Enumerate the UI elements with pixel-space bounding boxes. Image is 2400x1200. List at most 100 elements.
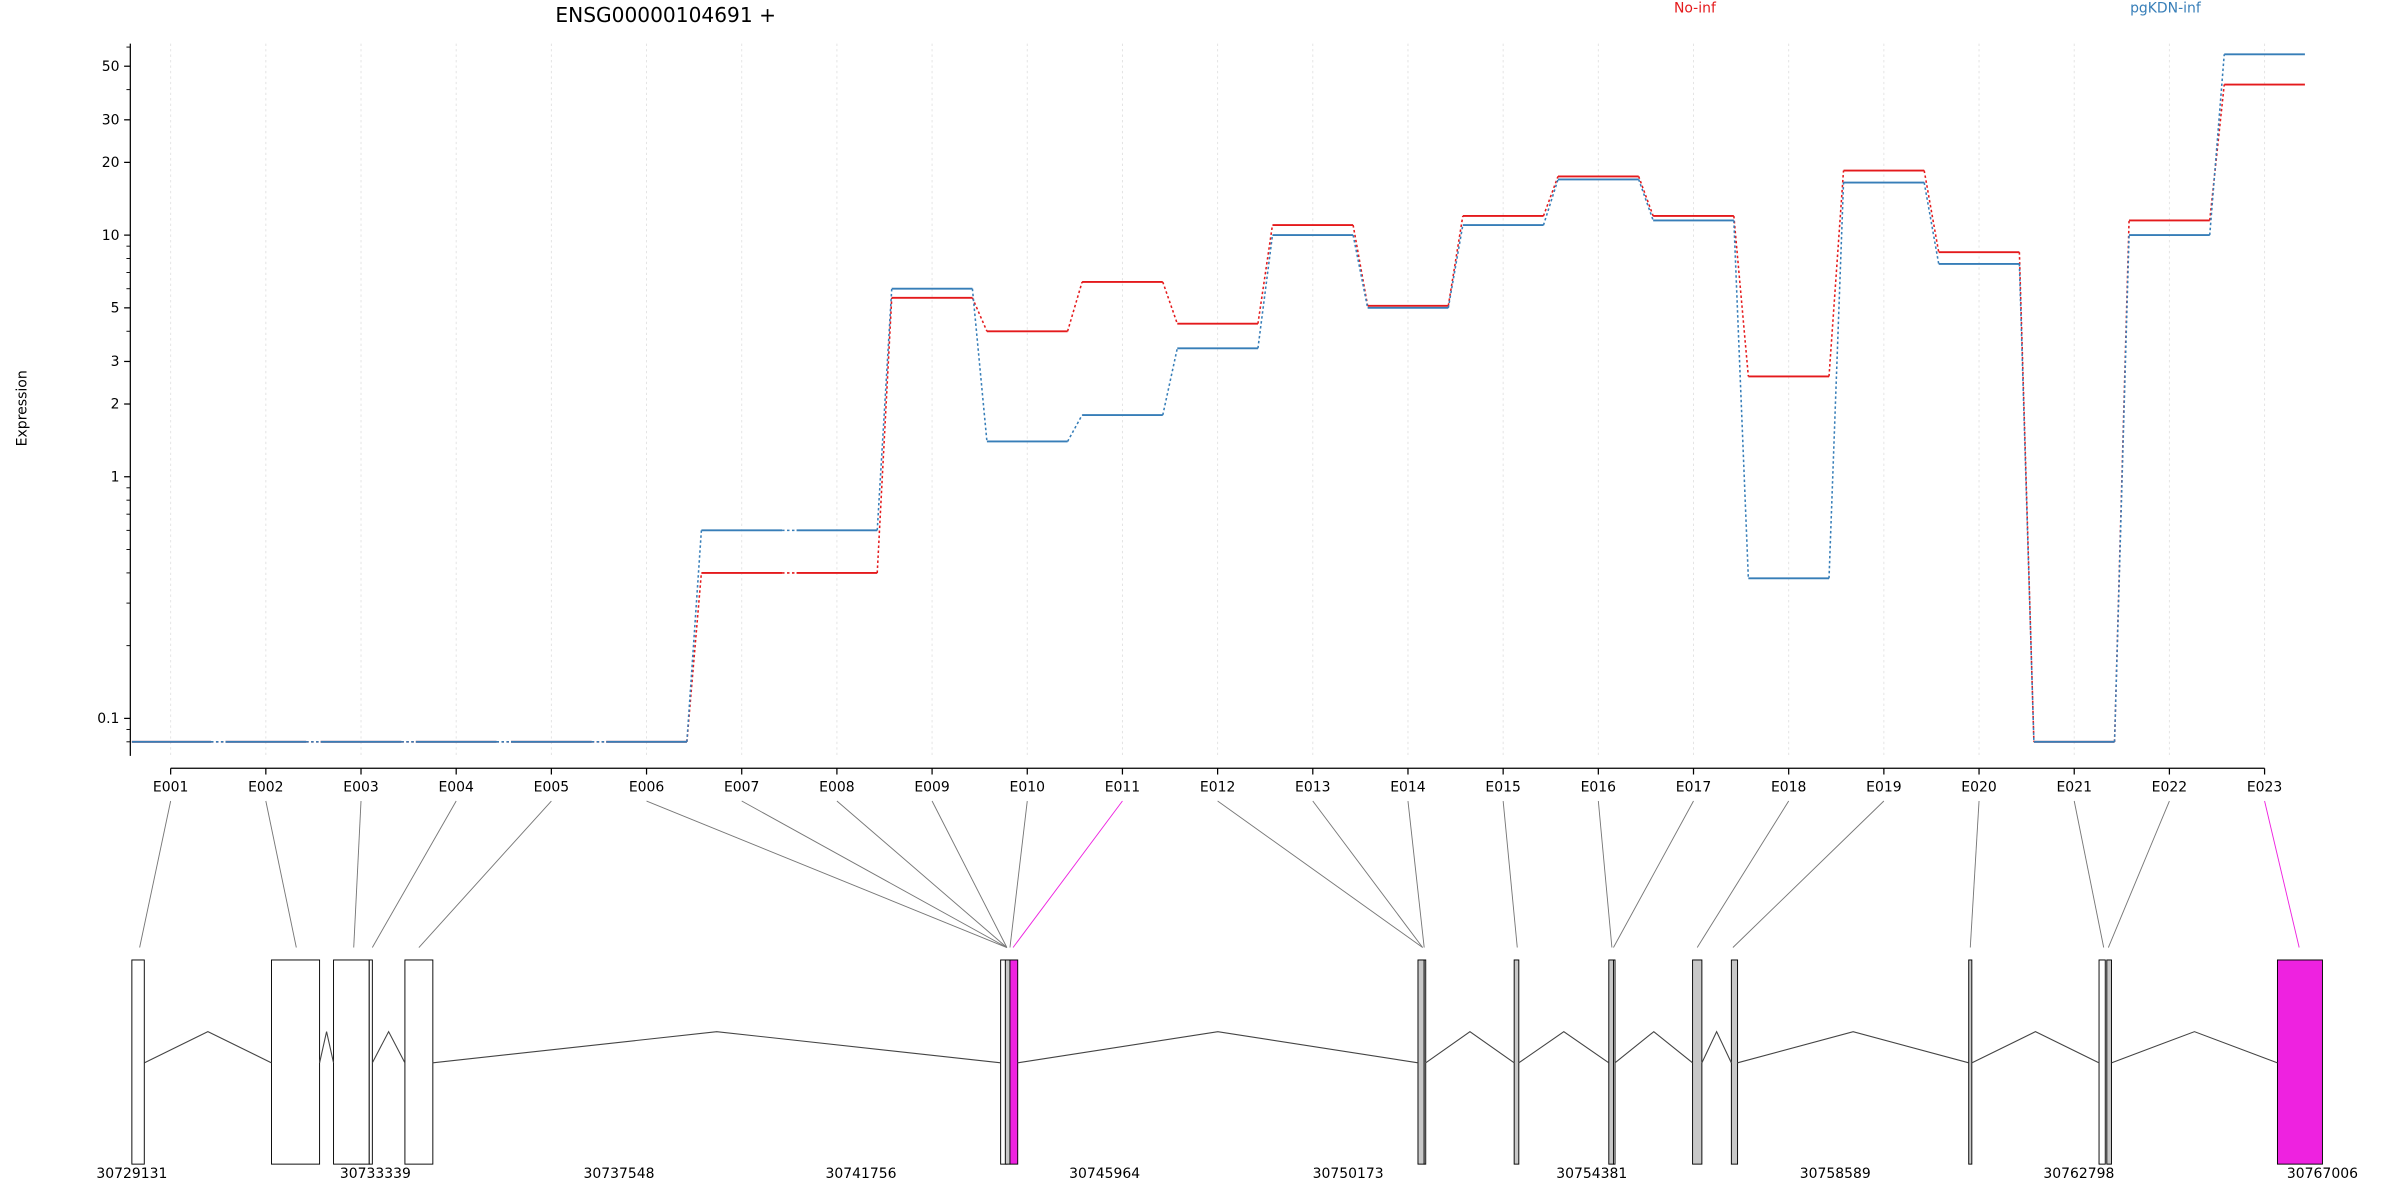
y-tick-label: 3 [111, 354, 120, 370]
exon-box [1608, 959, 1614, 1165]
exon-box [1612, 959, 1616, 1165]
x-tick-label-e003: E003 [343, 780, 378, 796]
coordinate-label: 30733339 [340, 1166, 411, 1182]
transition-e017 [1733, 220, 1750, 579]
exon-box [1423, 959, 1427, 1165]
x-tick-label-e017: E017 [1676, 780, 1711, 796]
transition-e015 [1542, 176, 1559, 217]
intron-line [432, 1031, 1001, 1064]
connector-e015 [1502, 800, 1518, 948]
coordinate-label: 30758589 [1800, 1166, 1871, 1182]
y-tick-label: 0.1 [97, 711, 119, 727]
connector-e011 [1012, 800, 1123, 948]
y-tick-label: 20 [102, 155, 120, 171]
intron-line [1614, 1030, 1693, 1064]
exon-box [271, 959, 321, 1165]
exon-box [368, 959, 373, 1165]
coordinate-label: 30762798 [2043, 1166, 2114, 1182]
connector-e005 [418, 800, 552, 948]
x-tick-label-e020: E020 [1961, 780, 1996, 796]
exon-box [1968, 959, 1973, 1165]
x-tick-label-e013: E013 [1295, 780, 1330, 796]
x-tick-label-e007: E007 [724, 780, 759, 796]
connector-e022 [2107, 800, 2170, 948]
transition-e011 [1162, 348, 1179, 416]
x-tick-label-e009: E009 [914, 780, 949, 796]
transition-e018 [1828, 182, 1845, 579]
intron-line [1737, 1031, 1969, 1064]
series-pgkdn-inf [131, 53, 2305, 743]
transition-e019 [1923, 170, 1940, 253]
y-axis-label: Expression [14, 370, 30, 446]
coordinate-label: 30741756 [826, 1166, 897, 1182]
exon-box [2098, 959, 2106, 1165]
connector-e021 [2073, 800, 2105, 948]
transition-e022 [2208, 54, 2226, 236]
coordinate-label: 30737548 [583, 1166, 654, 1182]
coordinate-label: 30729131 [96, 1166, 167, 1182]
exon-connector-lines [139, 800, 2300, 948]
x-tick-label-e005: E005 [534, 780, 569, 796]
exon-box [2276, 959, 2323, 1165]
x-tick-label-e014: E014 [1390, 780, 1426, 796]
gene-model [131, 959, 2323, 1165]
intron-line [1017, 1031, 1419, 1064]
transition-e009 [971, 297, 988, 332]
x-tick-label-e001: E001 [153, 780, 188, 796]
legend-entry-pgkdn-inf: pgKDN-inf [2130, 0, 2202, 16]
series-no-inf [131, 83, 2305, 743]
y-tick-label: 1 [111, 469, 120, 485]
coordinate-label: 30750173 [1313, 1166, 1384, 1182]
intron-line [144, 1031, 272, 1064]
transition-e008 [876, 288, 893, 531]
x-tick-label-e006: E006 [629, 780, 665, 796]
genomic-coordinate-labels: 30729131 30733339 30737548 30741756 30745964… [96, 1166, 2358, 1182]
x-tick-label-e016: E016 [1581, 780, 1617, 796]
connector-e001 [139, 800, 172, 948]
transition-e014 [1447, 224, 1464, 308]
series-layer [131, 53, 2305, 743]
connector-e009 [931, 800, 1008, 948]
transition-e016 [1637, 176, 1654, 217]
y-tick-label: 50 [102, 59, 120, 75]
transition-e012 [1257, 235, 1274, 349]
transition-e013 [1352, 234, 1369, 309]
transition-e008 [876, 297, 893, 573]
x-tick-label-e011: E011 [1105, 780, 1140, 796]
exon-box [1730, 959, 1739, 1165]
connector-e014 [1407, 800, 1425, 948]
transition-e017 [1733, 215, 1750, 377]
x-tick-label-e002: E002 [248, 780, 283, 796]
grid-lines [170, 43, 2266, 756]
exon-box [404, 959, 434, 1165]
exon-box [2106, 959, 2112, 1165]
transition-e011 [1162, 281, 1179, 324]
transition-e013 [1352, 224, 1369, 306]
exon-box [1417, 959, 1425, 1165]
connector-e002 [265, 800, 297, 948]
transition-e018 [1828, 170, 1845, 377]
x-tick-label-e015: E015 [1485, 780, 1520, 796]
x-tick-label-e021: E021 [2056, 780, 2091, 796]
intron-line [1971, 1031, 2100, 1064]
intron-line [371, 1030, 406, 1064]
x-tick-label-e004: E004 [438, 780, 474, 796]
coordinate-label: 30754381 [1556, 1166, 1627, 1182]
transition-e006 [686, 572, 703, 742]
exon-box [1692, 959, 1703, 1165]
x-tick-label-e018: E018 [1771, 780, 1806, 796]
x-tick-label-e008: E008 [819, 780, 854, 796]
connector-e003 [353, 800, 362, 948]
axes: 0.1 1 2 3 5 10 20 30 50 E001 E002 E003 E004 E005 E006 E… [97, 43, 2282, 796]
y-tick-label: 2 [111, 397, 120, 413]
transition-e009 [971, 288, 988, 442]
transition-e012 [1257, 224, 1274, 324]
exon-box [1513, 959, 1520, 1165]
x-tick-label-e010: E010 [1010, 780, 1045, 796]
connector-e016 [1597, 800, 1613, 948]
y-tick-label: 30 [102, 112, 120, 128]
intron-line [319, 1031, 335, 1063]
exon-box [131, 959, 145, 1165]
